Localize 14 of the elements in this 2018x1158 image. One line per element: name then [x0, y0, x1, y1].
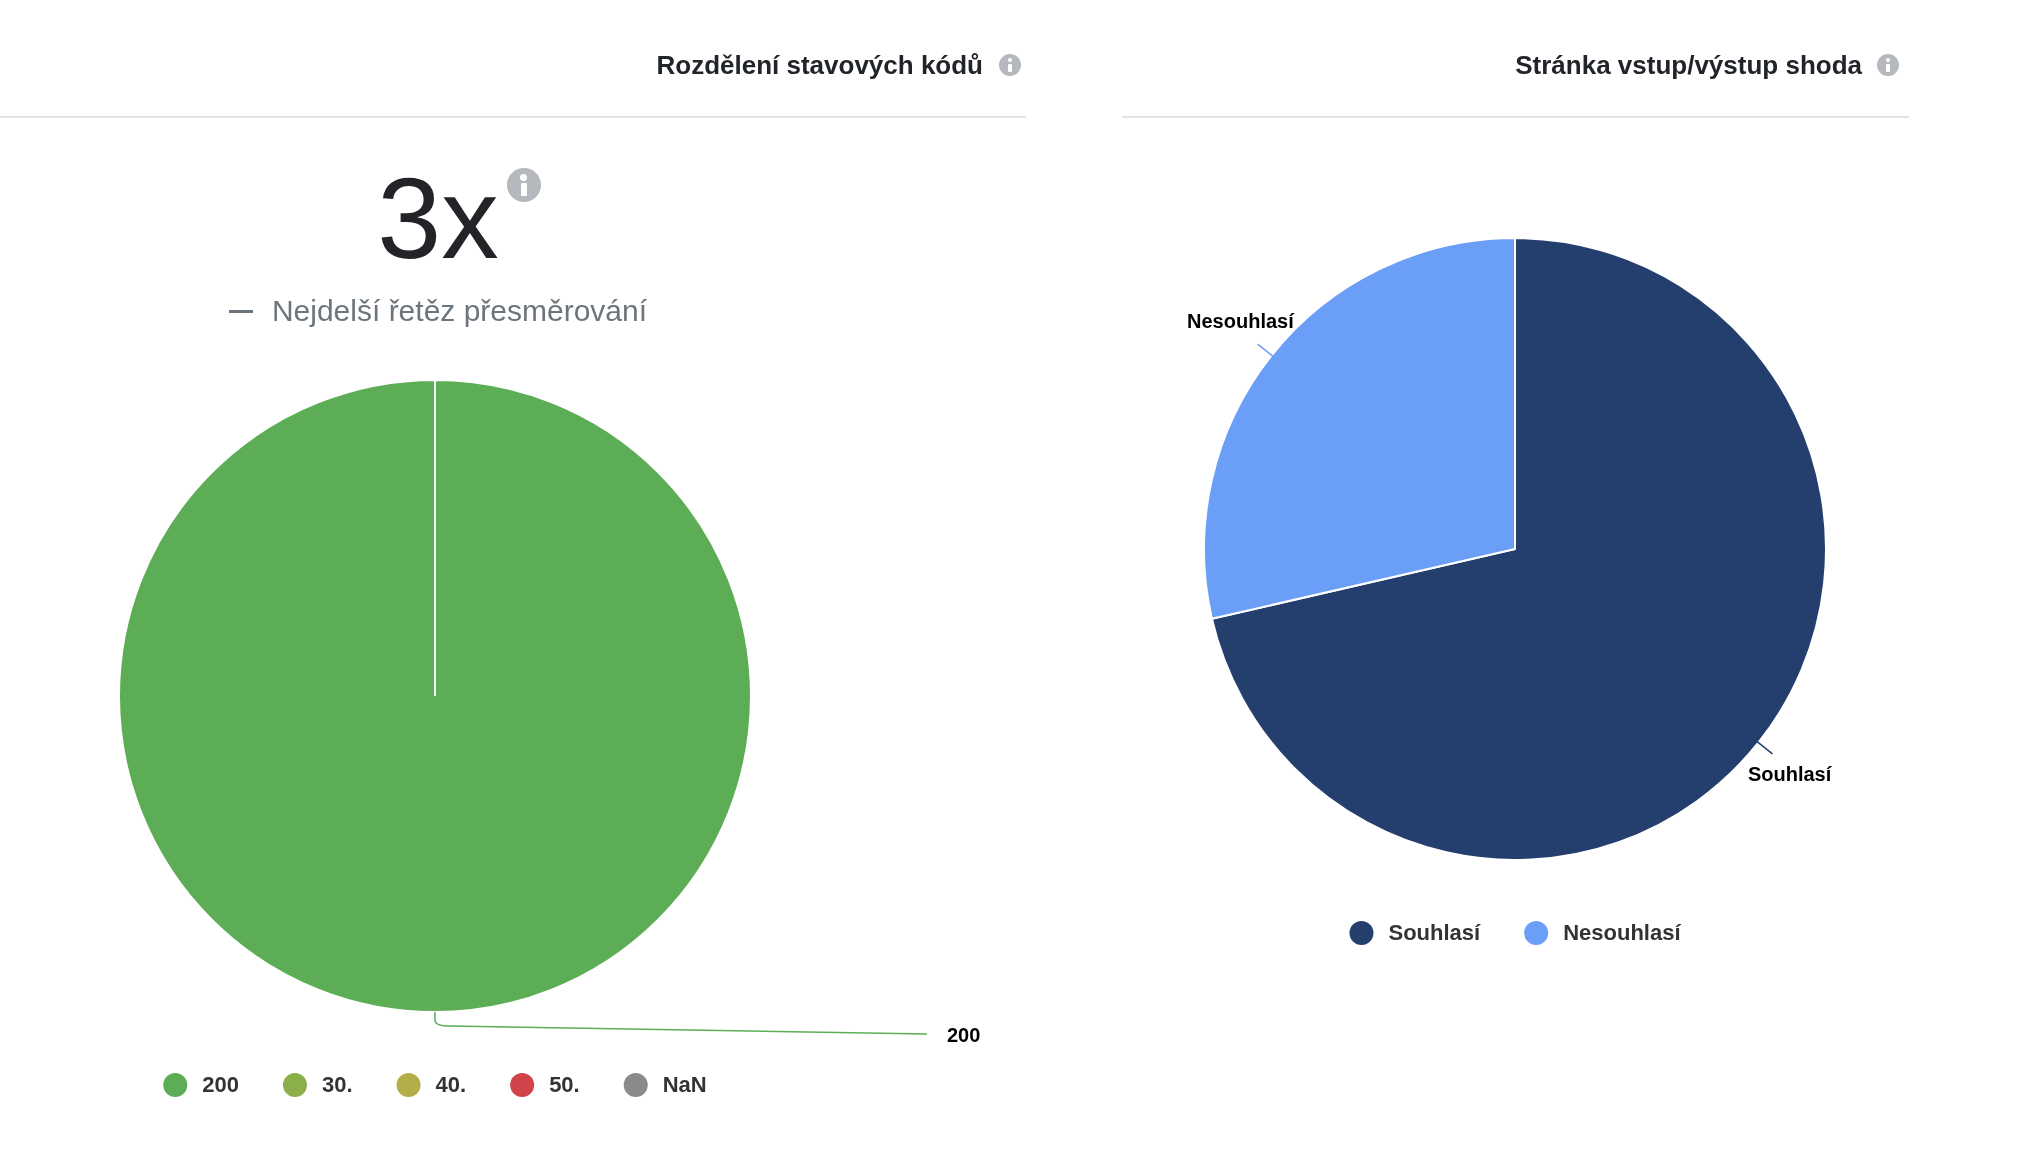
legend-label: Nesouhlasí — [1563, 920, 1682, 946]
legend-label: NaN — [662, 1072, 707, 1098]
text: Nejdelší řetěz přesměrování — [271, 294, 648, 327]
legend-label: Souhlasí — [1388, 920, 1482, 946]
legend-label: 40. — [435, 1072, 467, 1098]
chart-title: Rozdělení stavových kódů — [656, 50, 983, 80]
slice-label: Souhlasí — [1747, 763, 1833, 786]
slice-label: 200 — [946, 1023, 981, 1046]
chart-title: Stránka vstup/výstup shoda — [1515, 50, 1862, 80]
legend-label: 50. — [549, 1072, 580, 1098]
legend-label: 30. — [321, 1072, 353, 1098]
slice-label: Nesouhlasí — [1187, 309, 1296, 332]
text: 3x — [377, 154, 499, 282]
legend-label: 200 — [202, 1072, 239, 1098]
